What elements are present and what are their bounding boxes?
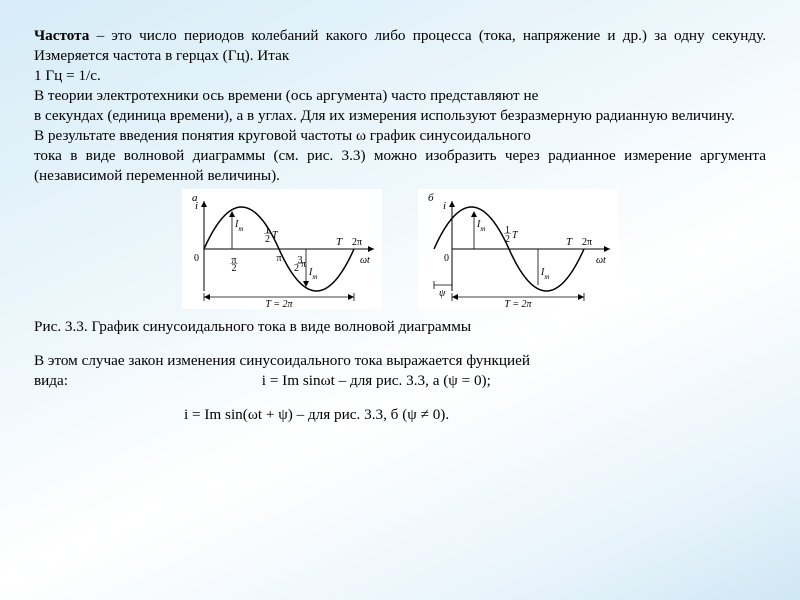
tick-0-b: 0: [444, 253, 449, 264]
x-label-b: ωt: [596, 255, 606, 266]
wave-diagram-b: б i ωt Im Im 0 T 2π 1—2T: [418, 189, 618, 309]
wave-diagram-a: а i ωt Im Im 0 π—2 π: [182, 189, 382, 309]
x-label: ωt: [360, 255, 370, 266]
para-omega-1: В результате введения понятия круговой ч…: [34, 126, 766, 146]
tick-2pi-b: 2π: [582, 237, 592, 248]
period-label-a: T = 2π: [265, 299, 293, 309]
para-hz: 1 Гц = 1/с.: [34, 66, 766, 86]
psi-label: ψ: [439, 288, 446, 299]
subplot-label-b: б: [428, 192, 434, 204]
tick-0: 0: [194, 253, 199, 264]
content-block: Частота – это число периодов колебаний к…: [34, 26, 766, 425]
tick-pi: π: [276, 253, 281, 264]
tick-T-b: T: [566, 236, 573, 248]
tick-T: T: [336, 236, 343, 248]
eq-lead: вида:: [34, 372, 68, 389]
para-frequency-rest: – это число периодов колебаний какого ли…: [34, 27, 766, 64]
para-eq-b: i = Im sin(ωt + ψ) – для рис. 3.3, б (ψ …: [34, 405, 766, 425]
y-label: i: [195, 200, 198, 212]
eq-a: i = Im sinωt – для рис. 3.3, а (ψ = 0);: [72, 371, 491, 391]
para-omega-2: тока в виде волновой диаграммы (см. рис.…: [34, 146, 766, 186]
para-law-1: В этом случае закон изменения синусоидал…: [34, 351, 766, 371]
y-label-b: i: [443, 200, 446, 212]
period-label-b: T = 2π: [504, 299, 532, 309]
page: Частота – это число периодов колебаний к…: [0, 0, 800, 600]
spacer2: [34, 391, 766, 405]
figure-3-3: а i ωt Im Im 0 π—2 π: [34, 189, 766, 309]
term-frequency: Частота: [34, 27, 89, 44]
eq-b: i = Im sin(ωt + ψ) – для рис. 3.3, б (ψ …: [34, 405, 449, 425]
spacer: [34, 337, 766, 351]
para-frequency: Частота – это число периодов колебаний к…: [34, 26, 766, 66]
tick-2pi: 2π: [352, 237, 362, 248]
para-theory-2: в секундах (единица времени), а в углах.…: [34, 106, 766, 126]
para-eq-a: вида: i = Im sinωt – для рис. 3.3, а (ψ …: [34, 371, 766, 391]
para-theory-1: В теории электротехники ось времени (ось…: [34, 86, 766, 106]
figure-caption: Рис. 3.3. График синусоидального тока в …: [34, 317, 766, 337]
